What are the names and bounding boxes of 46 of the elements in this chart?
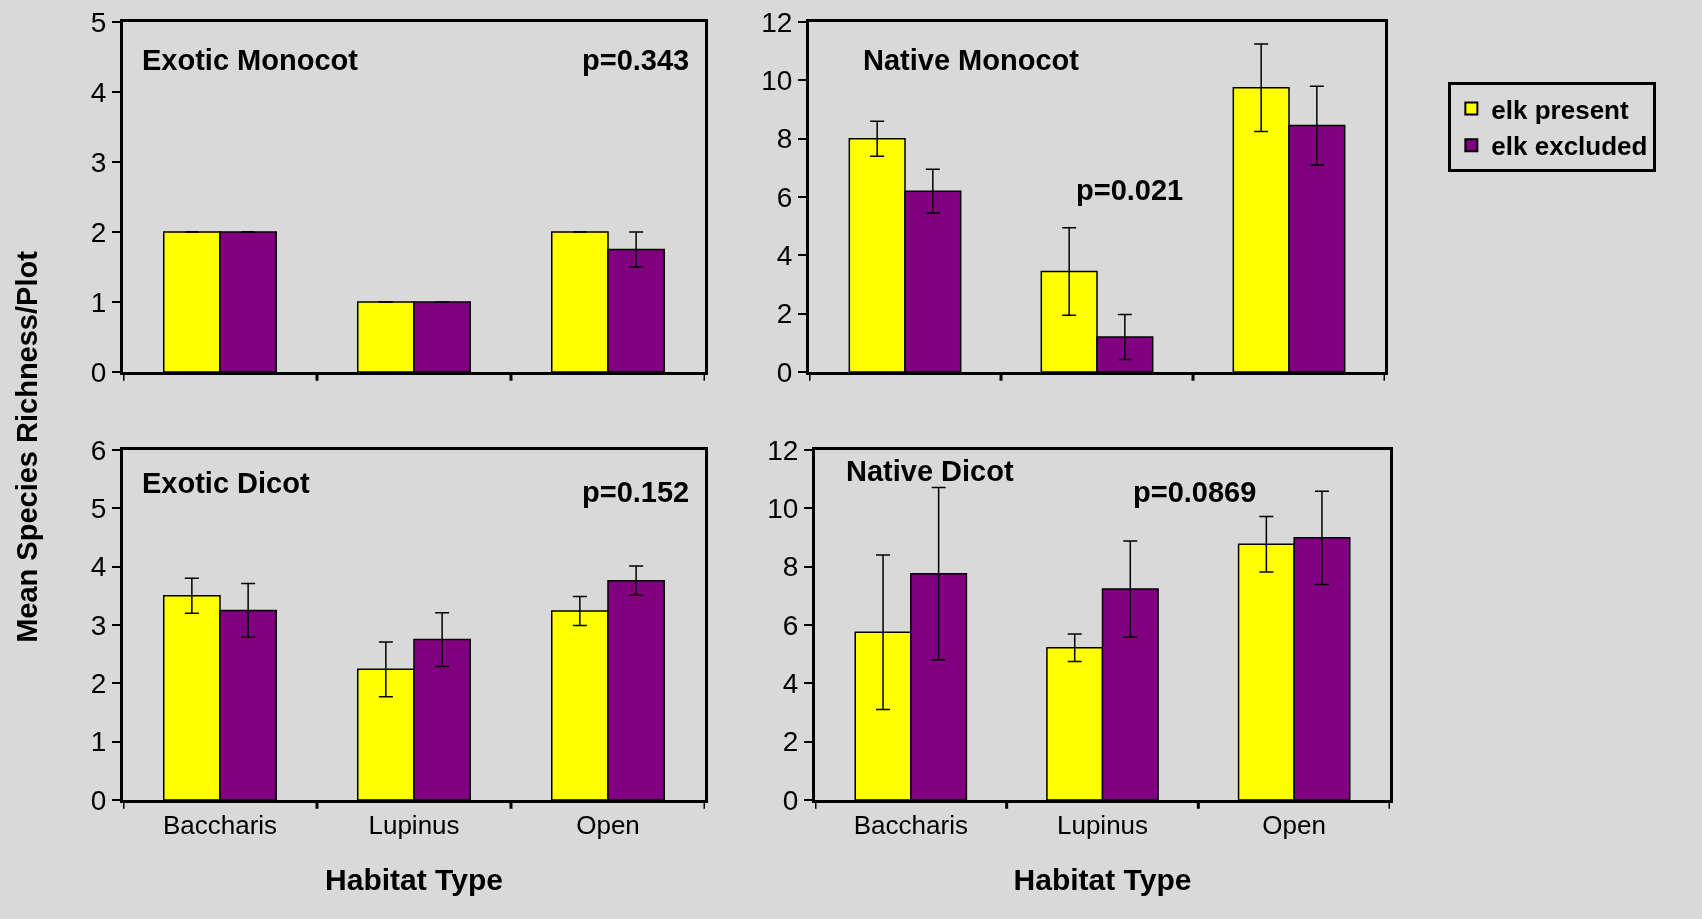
text: Exotic Dicot — [142, 467, 310, 499]
y-tick-label: 4 — [90, 76, 107, 108]
x-tick-label: Open — [1262, 810, 1326, 841]
legend-label: elk excluded — [1491, 131, 1648, 162]
x-tick-label: Lupinus — [368, 810, 460, 841]
y-tick-label: 4 — [90, 551, 107, 583]
x-axis-title: Habitat Type — [1013, 862, 1192, 896]
y-tick-label: 0 — [782, 784, 799, 816]
y-tick-label: 0 — [90, 356, 107, 388]
y-tick-label: 2 — [782, 726, 799, 758]
y-tick-label: 12 — [767, 434, 799, 466]
y-tick-label: 5 — [90, 6, 107, 38]
y-tick-label: 0 — [90, 784, 107, 816]
y-tick-label: 8 — [776, 123, 793, 155]
y-tick-label: 2 — [90, 216, 107, 248]
chart-title: Native Dicot — [846, 455, 1014, 487]
y-tick-label: 4 — [776, 240, 793, 272]
x-axis-title: Habitat Type — [325, 862, 503, 896]
legend-label: elk present — [1491, 94, 1629, 125]
y-tick-label: 2 — [90, 668, 107, 700]
x-tick-label: Baccharis — [162, 810, 278, 841]
y-tick-label: 12 — [761, 6, 793, 38]
y-tick-label: 2 — [776, 298, 793, 330]
annotation: p=0.343 — [582, 44, 690, 76]
y-tick-label: 6 — [90, 434, 107, 466]
y-tick-label: 1 — [90, 726, 107, 758]
y-tick-label: 0 — [776, 356, 793, 388]
y-tick-label: 3 — [90, 146, 107, 178]
y-tick-label: 6 — [782, 609, 799, 641]
x-tick-label: Baccharis — [853, 810, 968, 841]
y-tick-label: 1 — [90, 286, 107, 318]
y-tick-label: 8 — [782, 551, 799, 583]
y-tick-label: 3 — [90, 609, 107, 641]
y-tick-label: 4 — [782, 668, 799, 700]
x-tick-label: Open — [576, 810, 640, 841]
annotation: p=0.152 — [582, 476, 690, 508]
text: Exotic Monocot — [142, 44, 359, 76]
text: Native Monocot — [863, 44, 1080, 76]
y-tick-label: 6 — [776, 181, 793, 213]
annotation: p=0.0869 — [1133, 476, 1257, 508]
y-tick-label: 10 — [761, 65, 793, 97]
y-axis-title: Mean Species Richness/Plot — [10, 251, 44, 643]
y-tick-label: 5 — [90, 493, 107, 525]
x-tick-label: Lupinus — [1056, 810, 1149, 841]
y-tick-label: 10 — [767, 493, 799, 525]
annotation: p=0.021 — [1076, 174, 1184, 206]
